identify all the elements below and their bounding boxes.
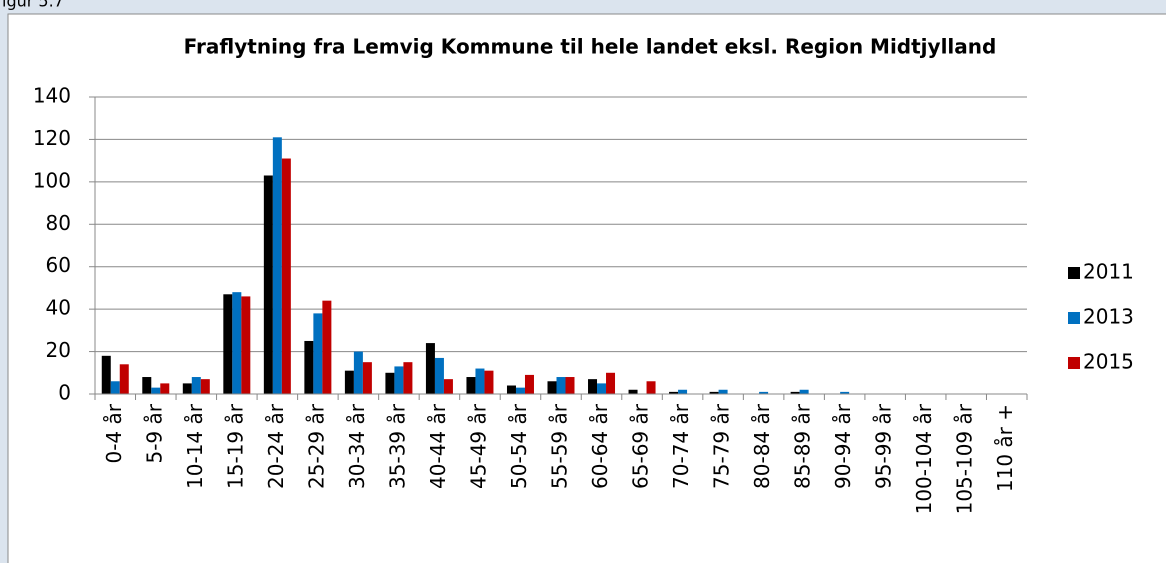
legend-label: 2011 xyxy=(1083,260,1134,284)
y-tick-label: 100 xyxy=(33,168,71,192)
y-tick-label: 60 xyxy=(46,253,71,277)
y-tick-label: 40 xyxy=(46,296,71,320)
x-tick-label: 30-34 år xyxy=(345,403,369,489)
bar xyxy=(709,391,719,394)
y-tick-label: 120 xyxy=(33,126,71,150)
bar xyxy=(606,372,616,394)
bar xyxy=(678,389,688,394)
bar xyxy=(110,381,120,394)
x-tick-label: 85-89 år xyxy=(791,403,815,489)
bar xyxy=(394,366,404,394)
bar xyxy=(565,377,575,394)
legend-swatch xyxy=(1068,312,1080,324)
bar xyxy=(119,364,129,394)
bar xyxy=(272,137,282,395)
y-tick-label: 140 xyxy=(33,84,71,108)
bar xyxy=(313,313,323,394)
bar xyxy=(524,374,534,394)
bar xyxy=(403,362,413,394)
bar xyxy=(151,387,161,394)
bar xyxy=(191,377,201,394)
bar xyxy=(160,383,170,394)
x-tick-label: 70-74 år xyxy=(669,403,693,489)
bar xyxy=(263,175,273,394)
bar xyxy=(840,391,850,394)
bar xyxy=(322,300,332,394)
bar xyxy=(362,362,372,394)
x-tick-label: 75-79 år xyxy=(710,403,734,489)
bar xyxy=(588,379,598,394)
bar xyxy=(799,389,809,394)
x-tick-label: 45-49 år xyxy=(466,403,490,489)
x-tick-label: 20-24 år xyxy=(264,403,288,489)
x-tick-label: 90-94 år xyxy=(831,403,855,489)
bar xyxy=(200,379,210,394)
x-tick-label: 50-54 år xyxy=(507,403,531,489)
bar xyxy=(506,385,516,394)
bar xyxy=(434,357,444,394)
x-tick-label: 35-39 år xyxy=(385,403,409,489)
x-tick-label: 0-4 år xyxy=(102,403,126,463)
bar xyxy=(646,381,656,394)
bar xyxy=(425,343,435,394)
bar xyxy=(241,296,251,394)
bar xyxy=(556,377,566,394)
bar xyxy=(223,294,233,394)
x-tick-label: 40-44 år xyxy=(426,403,450,489)
bar xyxy=(385,372,395,394)
x-tick-label: 5-9 år xyxy=(142,403,166,463)
x-tick-label: 80-84 år xyxy=(750,403,774,489)
bar xyxy=(718,389,728,394)
bar xyxy=(101,355,111,394)
x-tick-label: 100-104 år xyxy=(912,403,936,514)
y-tick-label: 0 xyxy=(58,381,71,405)
chart-title: Fraflytning fra Lemvig Kommune til hele … xyxy=(184,35,997,59)
x-tick-label: 65-69 år xyxy=(629,403,653,489)
bar xyxy=(281,158,291,394)
chart-frame xyxy=(7,13,1166,563)
bar xyxy=(790,391,800,394)
bar xyxy=(232,292,242,394)
x-tick-label: 95-99 år xyxy=(872,403,896,489)
y-tick-label: 20 xyxy=(46,338,71,362)
bar xyxy=(628,389,638,394)
bar xyxy=(515,387,525,394)
bar xyxy=(443,379,453,394)
bar xyxy=(466,377,476,394)
bar xyxy=(547,381,557,394)
legend-swatch xyxy=(1068,357,1080,369)
bar xyxy=(344,370,354,394)
x-tick-label: 105-109 år xyxy=(953,403,977,514)
legend-label: 2015 xyxy=(1083,350,1134,374)
bar xyxy=(475,368,485,394)
figure-caption: igur 5.7 xyxy=(2,0,64,11)
x-tick-label: 55-59 år xyxy=(548,403,572,489)
bar xyxy=(304,340,314,394)
bar xyxy=(484,370,494,394)
legend-swatch xyxy=(1068,267,1080,279)
bar xyxy=(669,391,679,394)
bar xyxy=(353,351,363,394)
legend-label: 2013 xyxy=(1083,305,1134,329)
x-tick-label: 25-29 år xyxy=(304,403,328,489)
bar xyxy=(597,383,607,394)
bar xyxy=(182,383,192,394)
bar xyxy=(142,377,152,394)
x-tick-label: 15-19 år xyxy=(223,403,247,489)
x-tick-label: 60-64 år xyxy=(588,403,612,489)
y-tick-label: 80 xyxy=(46,211,71,235)
bar xyxy=(759,391,769,394)
x-tick-label: 10-14 år xyxy=(183,403,207,489)
x-tick-label: 110 år + xyxy=(993,404,1017,492)
